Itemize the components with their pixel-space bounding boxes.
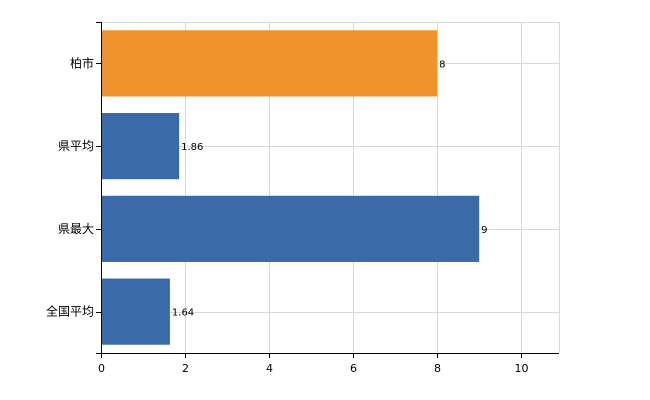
data-label-0: 8 [439,59,445,70]
x-tick-label-3: 6 [350,362,357,375]
bar-3 [101,278,170,345]
category-label-2: 県最大 [58,222,94,236]
category-label-1: 県平均 [58,139,94,153]
x-tick-label-4: 8 [434,362,441,375]
x-tick-label-5: 10 [515,362,529,375]
x-tick-label-0: 0 [98,362,105,375]
bar-1 [101,113,180,180]
data-label-2: 9 [481,225,487,236]
bar-layer [101,30,480,345]
label-layer: 8 柏市 1.86 県平均 9 県最大 1.64 全国平均 0 2 4 6 8 10 [46,55,529,375]
axis-layer [96,22,559,358]
category-label-3: 全国平均 [46,304,94,319]
data-label-3: 1.64 [172,308,194,319]
x-tick-label-1: 2 [182,362,189,375]
x-tick-label-2: 4 [266,362,273,375]
category-label-0: 柏市 [70,55,94,70]
data-label-1: 1.86 [181,142,203,153]
bar-0 [101,30,438,97]
bar-2 [101,195,480,262]
